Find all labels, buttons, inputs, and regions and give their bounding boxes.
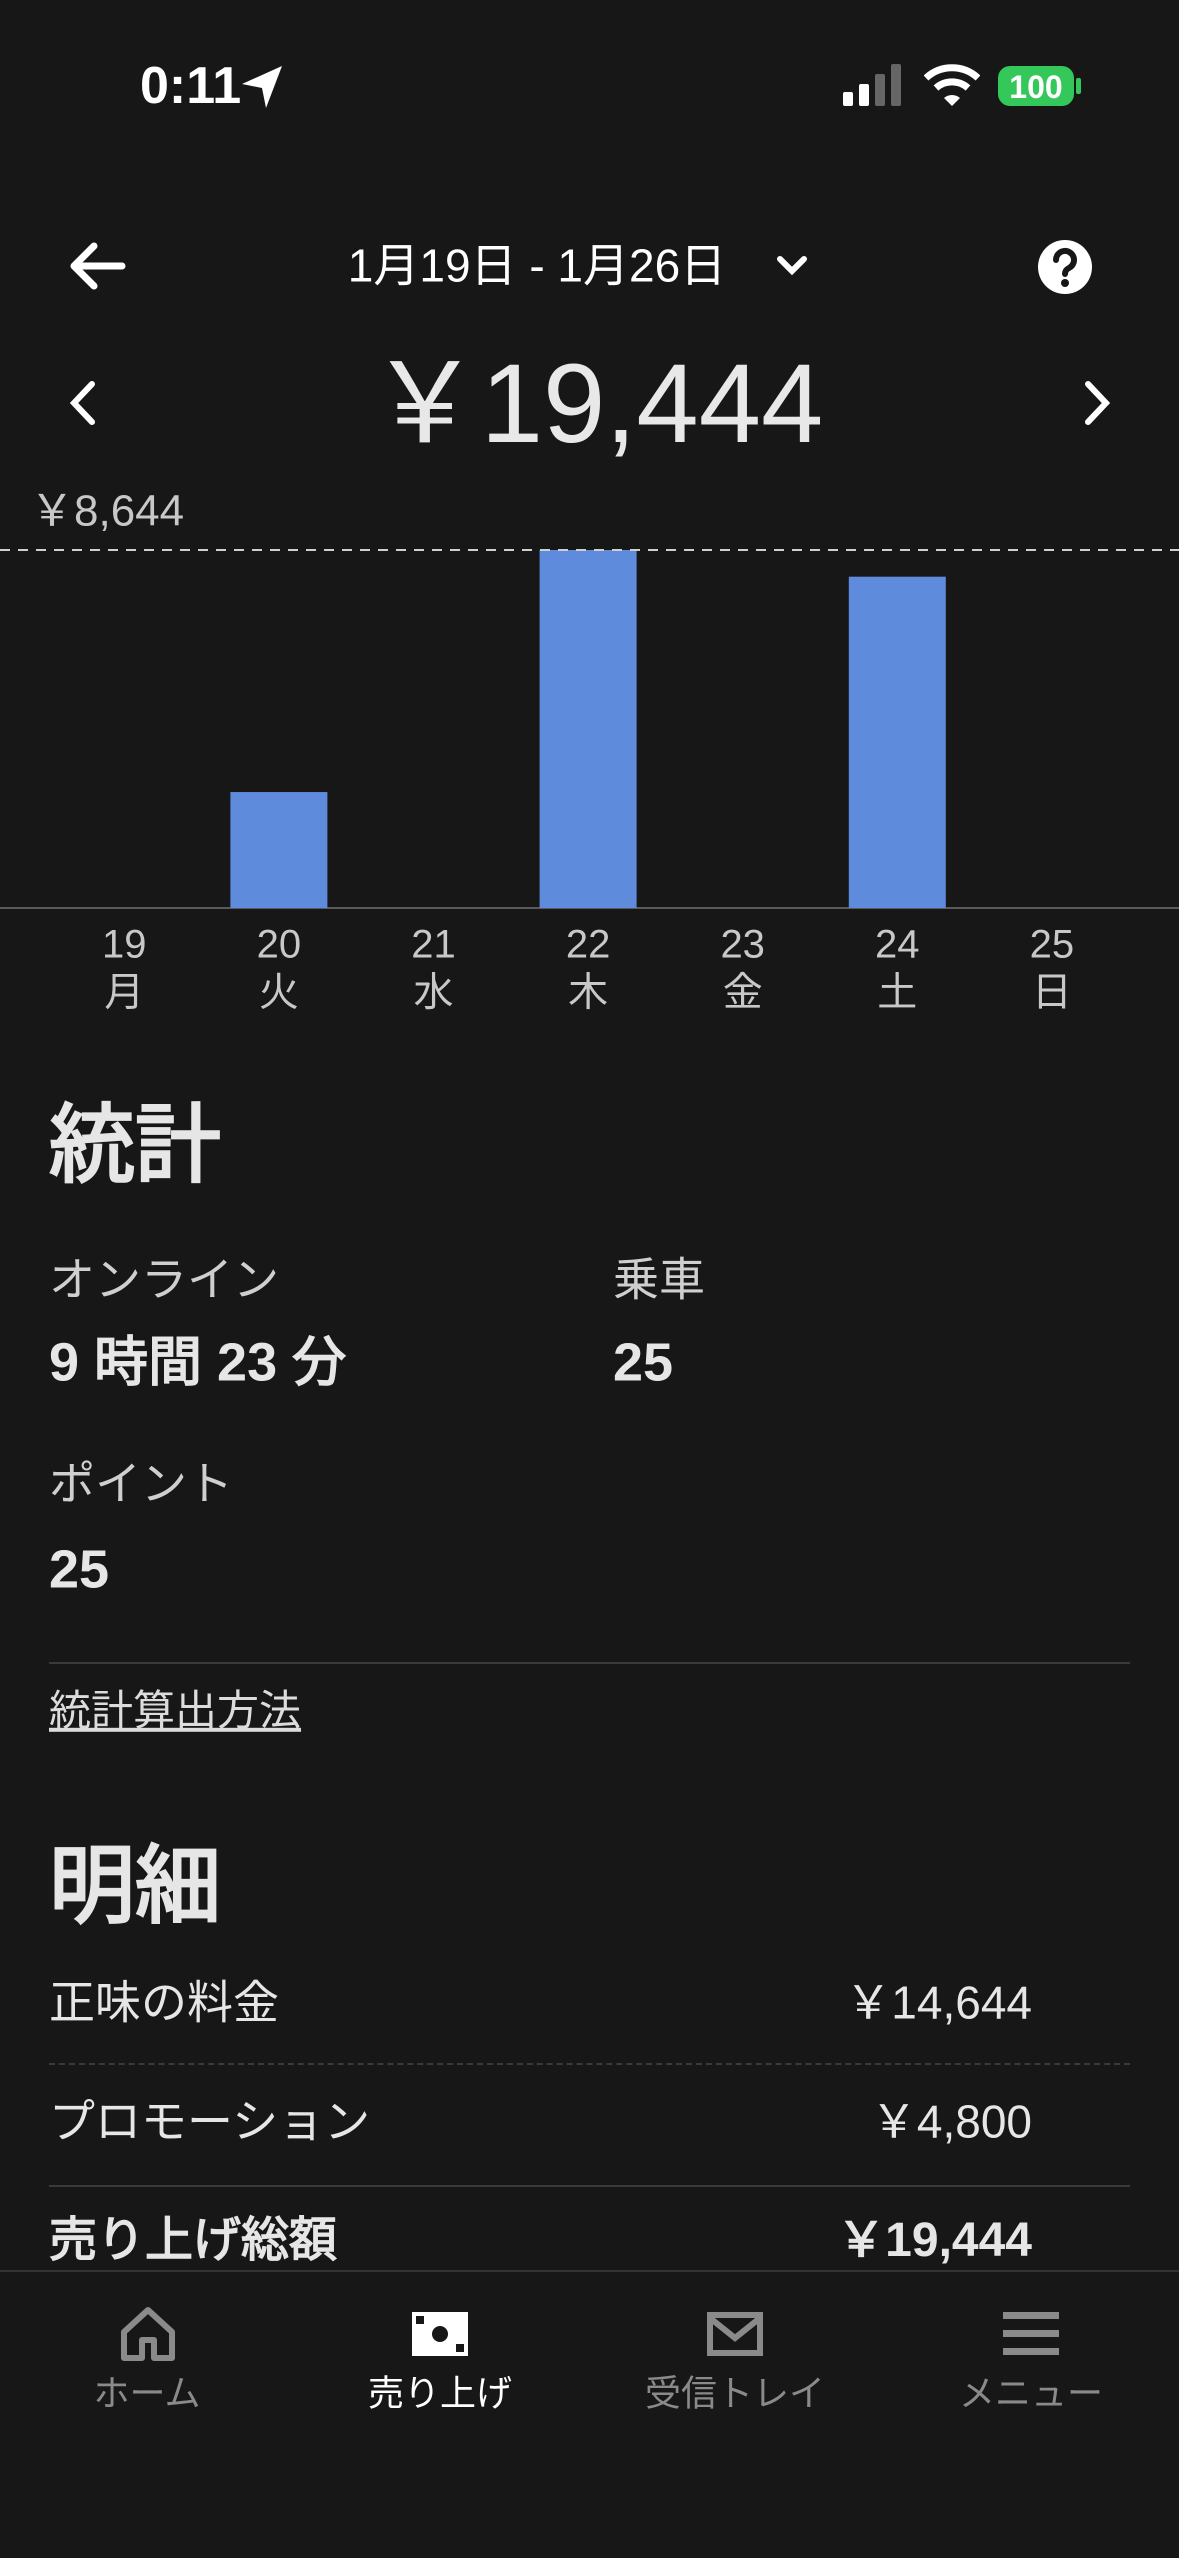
previous-week[interactable] bbox=[68, 380, 98, 426]
divider bbox=[49, 1662, 1130, 1664]
location-icon bbox=[242, 66, 282, 108]
wifi-icon bbox=[924, 64, 980, 106]
stat-value: 25 bbox=[49, 1539, 110, 1600]
stats-method-link[interactable]: 統計算出方法 bbox=[49, 1686, 302, 1734]
menu-icon[interactable] bbox=[1003, 2310, 1059, 2358]
stat-label: オンライン bbox=[49, 1253, 279, 1306]
battery-level: 100 bbox=[1009, 68, 1063, 105]
divider bbox=[49, 2063, 1130, 2065]
home-icon[interactable] bbox=[120, 2306, 176, 2362]
nav-label[interactable]: 受信トレイ bbox=[644, 2372, 826, 2414]
x-tick-weekday: 金 bbox=[723, 971, 763, 1015]
x-tick-weekday: 日 bbox=[1032, 971, 1072, 1015]
stat-value: 9 時間 23 分 bbox=[49, 1332, 347, 1393]
total-earnings: ￥19,444 bbox=[368, 340, 824, 466]
stat-label: 乗車 bbox=[613, 1253, 705, 1306]
detail-value: ￥19,444 bbox=[837, 2214, 1032, 2268]
help-button[interactable] bbox=[1037, 239, 1093, 295]
back-button[interactable] bbox=[66, 240, 126, 292]
signal-icon bbox=[843, 64, 901, 106]
detail-label: プロモーション bbox=[49, 2095, 371, 2148]
x-tick-label: 19 bbox=[102, 923, 147, 967]
detail-label: 正味の料金 bbox=[49, 1976, 279, 2029]
bottom-nav bbox=[0, 2270, 1179, 2558]
x-tick-weekday: 火 bbox=[259, 971, 299, 1015]
earnings-icon[interactable] bbox=[412, 2312, 468, 2356]
x-tick-label: 23 bbox=[720, 923, 765, 967]
nav-label[interactable]: ホーム bbox=[93, 2372, 201, 2414]
bar bbox=[230, 792, 328, 908]
bar bbox=[539, 550, 637, 908]
date-range[interactable]: 1月19日 - 1月26日 bbox=[347, 239, 727, 292]
x-tick-label: 24 bbox=[875, 923, 920, 967]
stat-label: ポイント bbox=[49, 1457, 233, 1510]
status-time: 0:11 bbox=[140, 56, 242, 115]
x-tick-weekday: 月 bbox=[104, 971, 144, 1015]
x-tick-label: 22 bbox=[566, 923, 611, 967]
x-tick-label: 25 bbox=[1030, 923, 1075, 967]
x-tick-weekday: 水 bbox=[414, 971, 454, 1015]
bar bbox=[848, 576, 946, 908]
x-tick-weekday: 木 bbox=[568, 971, 608, 1015]
next-week[interactable] bbox=[1082, 380, 1112, 426]
stat-value: 25 bbox=[613, 1332, 674, 1393]
x-tick-label: 21 bbox=[411, 923, 456, 967]
earnings-chart: 19月 20火 21水 22木 23金 24土 25日 ￥8,644 bbox=[0, 487, 1179, 1015]
nav-label[interactable]: 売り上げ bbox=[367, 2372, 513, 2414]
divider bbox=[49, 2185, 1130, 2187]
battery-tip bbox=[1076, 78, 1081, 94]
nav-label[interactable]: メニュー bbox=[958, 2372, 1104, 2414]
stats-title: 統計 bbox=[49, 1097, 221, 1194]
inbox-icon[interactable] bbox=[707, 2312, 763, 2356]
detail-value: ￥14,644 bbox=[845, 1976, 1032, 2029]
x-tick-weekday: 土 bbox=[877, 971, 917, 1015]
battery bbox=[998, 66, 1074, 106]
details-title: 明細 bbox=[49, 1838, 221, 1935]
detail-value: ￥4,800 bbox=[870, 2095, 1032, 2148]
detail-label: 売り上げ総額 bbox=[49, 2214, 338, 2268]
x-tick-label: 20 bbox=[257, 923, 302, 967]
date-dropdown[interactable] bbox=[776, 253, 808, 277]
reference-label: ￥8,644 bbox=[30, 487, 184, 536]
